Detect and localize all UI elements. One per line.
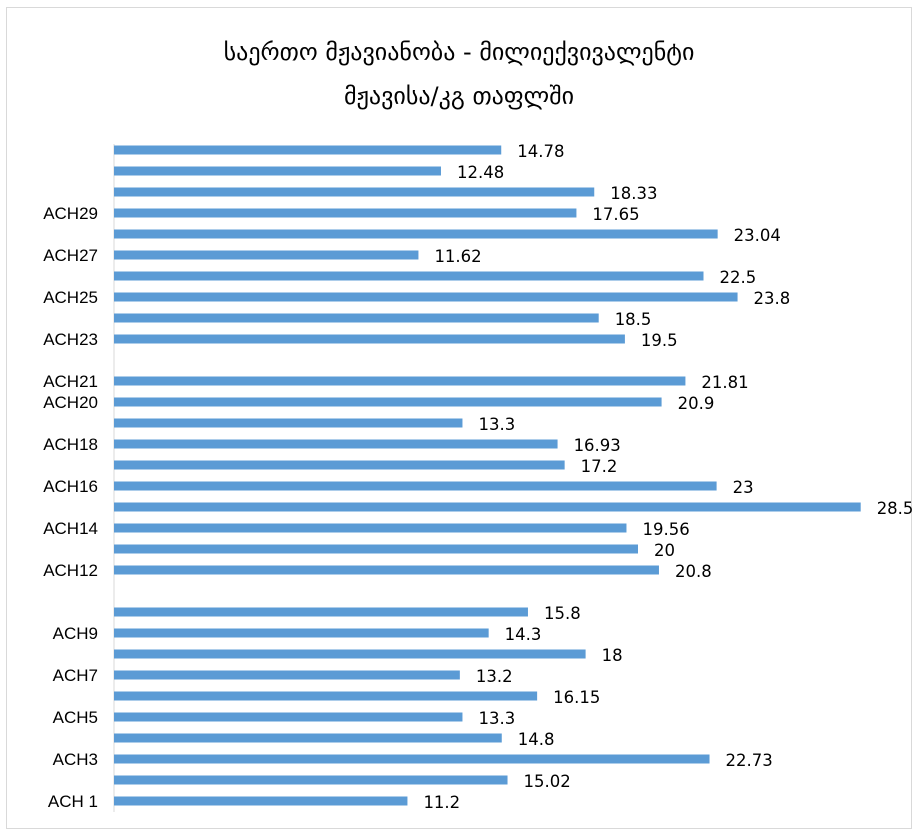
bar-value-label: 23.04 bbox=[734, 226, 781, 245]
bar-value-label: 22.73 bbox=[726, 751, 773, 770]
bar-value-label: 14.8 bbox=[518, 730, 555, 749]
y-tick-label: ACH18 bbox=[43, 435, 98, 454]
bar bbox=[114, 502, 861, 512]
y-tick-label: ACH29 bbox=[43, 204, 98, 223]
y-tick-label: ACH7 bbox=[53, 666, 98, 685]
bar bbox=[114, 649, 586, 659]
bar-value-label: 13.3 bbox=[478, 415, 515, 434]
bar-value-label: 15.02 bbox=[524, 772, 571, 791]
bar-value-label: 20.8 bbox=[675, 562, 712, 581]
bar-value-label: 12.48 bbox=[457, 163, 504, 182]
y-tick-label: ACH14 bbox=[43, 519, 98, 538]
bar-value-label: 15.8 bbox=[544, 604, 581, 623]
bar bbox=[114, 439, 558, 449]
bar bbox=[114, 691, 538, 701]
bar bbox=[114, 796, 408, 806]
chart-title-line-2: მჟავისა/კგ თაფლში bbox=[343, 82, 575, 110]
bar-value-label: 18 bbox=[602, 646, 623, 665]
bar-value-label: 20 bbox=[654, 541, 675, 560]
bar-value-label: 18.5 bbox=[615, 310, 652, 329]
bar bbox=[114, 733, 502, 743]
y-tick-label: ACH27 bbox=[43, 246, 98, 265]
bar bbox=[114, 187, 595, 197]
y-tick-label: ACH16 bbox=[43, 477, 98, 496]
bar-value-label: 16.93 bbox=[574, 436, 621, 455]
bar-value-label: 19.56 bbox=[642, 520, 689, 539]
bar bbox=[114, 481, 717, 491]
bar bbox=[114, 775, 508, 785]
bar-value-label: 21.81 bbox=[701, 373, 748, 392]
bar bbox=[114, 292, 738, 302]
bar-value-label: 11.2 bbox=[423, 793, 460, 812]
bar bbox=[114, 523, 627, 533]
bar bbox=[114, 628, 489, 638]
bar-value-label: 28.5 bbox=[877, 499, 914, 518]
bar-value-label: 14.3 bbox=[505, 625, 542, 644]
y-tick-label: ACH21 bbox=[43, 372, 98, 391]
bar bbox=[114, 229, 718, 239]
bar-value-label: 23 bbox=[733, 478, 754, 497]
bar bbox=[114, 397, 662, 407]
bar-value-label: 11.62 bbox=[434, 247, 481, 266]
bar bbox=[114, 376, 686, 386]
bar bbox=[114, 166, 441, 176]
data-labels-group: 11.215.0222.7314.813.316.1513.21814.315.… bbox=[423, 142, 913, 812]
bar bbox=[114, 208, 577, 218]
bar bbox=[114, 313, 599, 323]
bar-value-label: 13.2 bbox=[476, 667, 513, 686]
bar bbox=[114, 418, 463, 428]
bar bbox=[114, 250, 419, 260]
bar-value-label: 18.33 bbox=[610, 184, 657, 203]
bar-value-label: 20.9 bbox=[678, 394, 715, 413]
bar bbox=[114, 754, 710, 764]
bar-value-label: 19.5 bbox=[641, 331, 678, 350]
y-tick-label: ACH3 bbox=[53, 750, 98, 769]
y-tick-label: ACH23 bbox=[43, 330, 98, 349]
y-tick-label: ACH12 bbox=[43, 561, 98, 580]
bars-group bbox=[114, 145, 861, 806]
y-tick-label: ACH 1 bbox=[48, 792, 98, 811]
y-tick-label: ACH9 bbox=[53, 624, 98, 643]
bar-value-label: 22.5 bbox=[720, 268, 757, 287]
bar bbox=[114, 334, 625, 344]
bar bbox=[114, 460, 565, 470]
bar bbox=[114, 670, 460, 680]
bar bbox=[114, 607, 528, 617]
bar bbox=[114, 145, 502, 155]
bar bbox=[114, 544, 638, 554]
y-tick-label: ACH5 bbox=[53, 708, 98, 727]
y-tick-label: ACH25 bbox=[43, 288, 98, 307]
bar bbox=[114, 712, 463, 722]
bar-value-label: 16.15 bbox=[553, 688, 600, 707]
bar bbox=[114, 271, 704, 281]
chart-title: საერთო მჟავიანობა - მილიექვივალენტი მჟავ… bbox=[0, 30, 918, 118]
chart-title-line-1: საერთო მჟავიანობა - მილიექვივალენტი bbox=[223, 38, 695, 66]
tick-labels-group: ACH 1 ACH3 ACH5 ACH7 ACH9 ACH12 ACH14 ACH16 ACH1… bbox=[43, 204, 98, 811]
y-tick-label: ACH20 bbox=[43, 393, 98, 412]
bar-value-label: 17.65 bbox=[592, 205, 639, 224]
bar-value-label: 13.3 bbox=[478, 709, 515, 728]
bar-value-label: 23.8 bbox=[754, 289, 791, 308]
bar-value-label: 14.78 bbox=[517, 142, 564, 161]
bar bbox=[114, 565, 659, 575]
bar-value-label: 17.2 bbox=[581, 457, 618, 476]
